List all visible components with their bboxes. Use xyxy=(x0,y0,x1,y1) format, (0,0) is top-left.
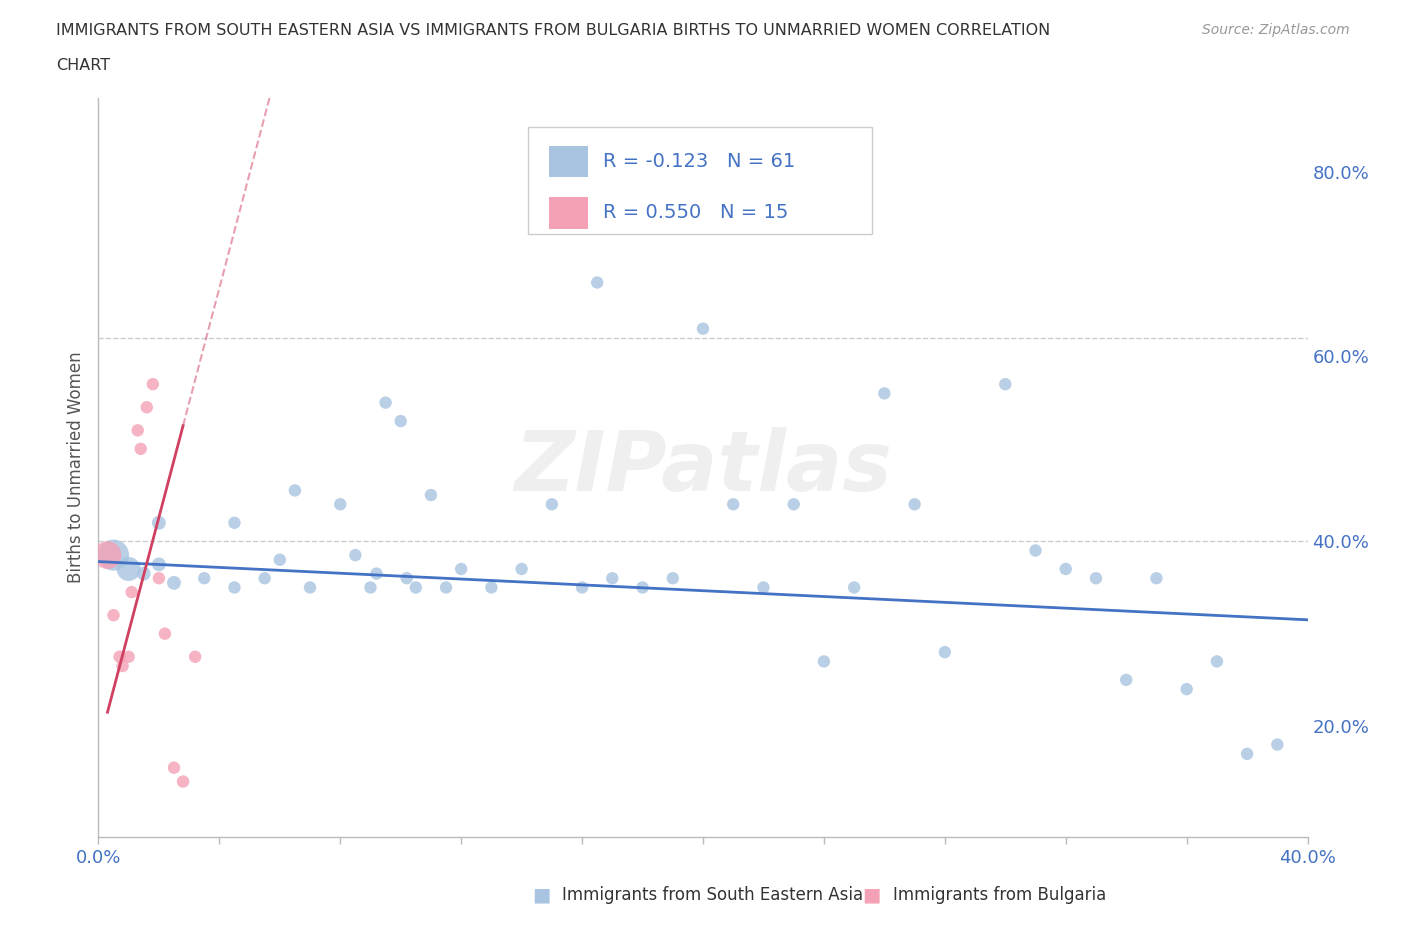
Point xyxy=(118,649,141,664)
Point xyxy=(135,400,157,415)
Point xyxy=(1144,571,1167,586)
Point xyxy=(193,571,215,586)
Text: Source: ZipAtlas.com: Source: ZipAtlas.com xyxy=(1202,23,1350,37)
Point xyxy=(904,497,927,512)
Point xyxy=(103,548,125,563)
Point xyxy=(103,608,125,623)
Text: ■: ■ xyxy=(531,885,551,904)
Y-axis label: Births to Unmarried Women: Births to Unmarried Women xyxy=(66,352,84,583)
Point xyxy=(783,497,806,512)
FancyBboxPatch shape xyxy=(550,197,588,229)
Point xyxy=(723,497,745,512)
Point xyxy=(934,644,956,659)
Point xyxy=(148,557,170,572)
Point xyxy=(434,580,457,595)
Point xyxy=(813,654,835,669)
Text: IMMIGRANTS FROM SOUTH EASTERN ASIA VS IMMIGRANTS FROM BULGARIA BIRTHS TO UNMARRI: IMMIGRANTS FROM SOUTH EASTERN ASIA VS IM… xyxy=(56,23,1050,38)
Point xyxy=(121,585,143,600)
Text: ■: ■ xyxy=(862,885,882,904)
Point xyxy=(132,566,155,581)
Point xyxy=(118,562,141,577)
Point xyxy=(1085,571,1108,586)
Point xyxy=(253,571,276,586)
Point xyxy=(661,571,683,586)
Point xyxy=(873,386,896,401)
Point xyxy=(395,571,418,586)
Text: CHART: CHART xyxy=(56,58,110,73)
Point xyxy=(1175,682,1198,697)
Point xyxy=(631,580,654,595)
Point xyxy=(172,774,194,789)
FancyBboxPatch shape xyxy=(550,146,588,177)
Point xyxy=(360,580,382,595)
Point xyxy=(224,515,246,530)
Point xyxy=(994,377,1017,392)
Point xyxy=(844,580,866,595)
Point xyxy=(481,580,503,595)
Point xyxy=(127,423,149,438)
Point xyxy=(1024,543,1046,558)
Point xyxy=(163,760,186,775)
Point xyxy=(148,515,170,530)
Point xyxy=(1115,672,1137,687)
Point xyxy=(510,562,533,577)
Point xyxy=(405,580,427,595)
Point xyxy=(389,414,412,429)
Point xyxy=(269,552,291,567)
Point xyxy=(1206,654,1229,669)
Point xyxy=(163,576,186,591)
Point xyxy=(148,571,170,586)
Text: R = 0.550   N = 15: R = 0.550 N = 15 xyxy=(603,204,787,222)
Point xyxy=(142,377,165,392)
Point xyxy=(184,649,207,664)
Point xyxy=(284,483,307,498)
Point xyxy=(224,580,246,595)
Point xyxy=(153,626,176,641)
Point xyxy=(586,275,609,290)
Point xyxy=(692,321,714,336)
Point xyxy=(96,548,118,563)
Point xyxy=(374,395,396,410)
Text: ZIPatlas: ZIPatlas xyxy=(515,427,891,508)
Point xyxy=(299,580,322,595)
Point xyxy=(129,442,152,457)
Point xyxy=(366,566,388,581)
Point xyxy=(108,649,131,664)
Point xyxy=(540,497,562,512)
Point xyxy=(111,658,134,673)
Point xyxy=(344,548,367,563)
Point xyxy=(602,571,624,586)
Point xyxy=(329,497,352,512)
Point xyxy=(752,580,775,595)
Text: R = -0.123   N = 61: R = -0.123 N = 61 xyxy=(603,152,794,171)
Point xyxy=(571,580,593,595)
FancyBboxPatch shape xyxy=(527,127,872,234)
Point xyxy=(420,487,443,502)
Point xyxy=(1236,747,1258,762)
Point xyxy=(450,562,472,577)
Text: Immigrants from South Eastern Asia: Immigrants from South Eastern Asia xyxy=(562,885,863,904)
Point xyxy=(1054,562,1077,577)
Text: Immigrants from Bulgaria: Immigrants from Bulgaria xyxy=(893,885,1107,904)
Point xyxy=(1267,737,1289,752)
